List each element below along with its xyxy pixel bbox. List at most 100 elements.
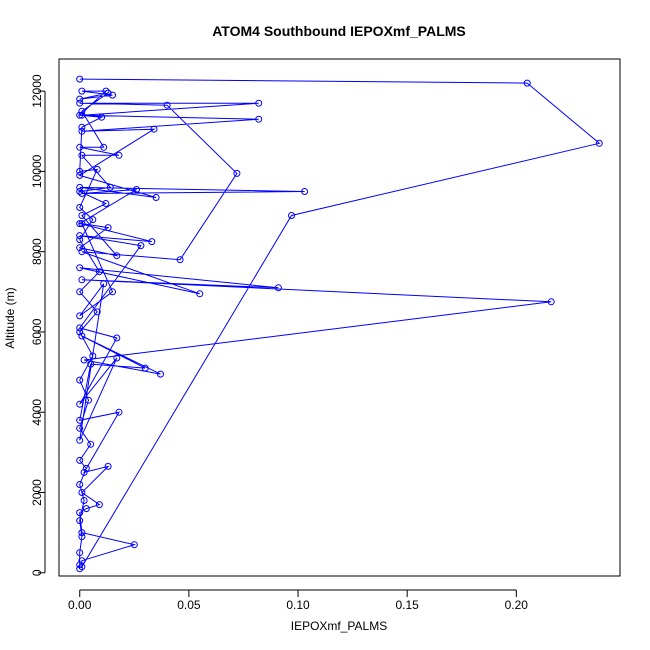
data-point <box>78 248 86 256</box>
data-point <box>76 99 84 107</box>
x-tick-label: 0.10 <box>286 598 310 612</box>
data-point <box>87 440 95 448</box>
data-point <box>93 308 101 316</box>
chart-title: ATOM4 Southbound IEPOXmf_PALMS <box>212 23 466 39</box>
data-point <box>102 200 110 207</box>
data-point <box>141 364 149 372</box>
data-point <box>76 565 84 573</box>
data-point <box>76 264 84 272</box>
data-point <box>76 244 84 252</box>
data-point <box>109 91 116 99</box>
y-tick-label: 6000 <box>30 318 44 345</box>
data-point <box>78 151 86 159</box>
data-point <box>78 557 86 565</box>
data-point <box>130 541 138 549</box>
data-point <box>100 280 108 288</box>
data-point <box>76 324 84 332</box>
data-point <box>104 224 112 232</box>
data-point <box>109 288 116 296</box>
plot-area-frame <box>58 58 621 577</box>
data-point <box>80 497 88 504</box>
data-point <box>76 376 84 384</box>
data-point <box>78 529 86 537</box>
data-point <box>115 151 123 159</box>
data-point <box>595 139 603 147</box>
data-point <box>115 408 123 416</box>
data-point <box>76 312 84 320</box>
data-point <box>106 183 114 191</box>
data-point <box>113 354 121 362</box>
data-point <box>76 509 84 517</box>
data-point <box>80 468 88 476</box>
data-point <box>76 436 84 444</box>
data-point <box>80 356 88 364</box>
y-axis: 0 2000 4000 6000 8000 10000 12000 <box>30 74 46 576</box>
x-tick-label: 0.05 <box>177 598 201 612</box>
data-point <box>78 123 86 131</box>
data-point <box>78 111 86 119</box>
data-point <box>255 99 263 107</box>
data-point <box>176 256 184 264</box>
data-point <box>133 186 140 193</box>
data-point <box>78 190 86 197</box>
y-tick-label: 12000 <box>30 74 44 108</box>
data-point <box>76 188 84 195</box>
data-point <box>76 232 84 240</box>
data-point <box>82 464 90 472</box>
data-point <box>76 75 84 83</box>
x-tick-label: 0.15 <box>395 598 419 612</box>
data-point <box>76 424 84 432</box>
data-point <box>85 396 92 404</box>
data-point <box>523 79 531 87</box>
data-point <box>78 489 86 496</box>
data-point <box>76 204 84 211</box>
data-point <box>76 95 84 103</box>
data-point <box>78 276 86 284</box>
data-point <box>89 352 97 360</box>
data-point <box>76 561 84 569</box>
data-point <box>547 298 555 306</box>
y-tick-label: 4000 <box>30 399 44 426</box>
data-point <box>76 167 84 175</box>
data-point <box>76 143 84 151</box>
data-point <box>76 288 84 296</box>
data-point <box>76 236 84 244</box>
x-tick-label: 0.00 <box>68 598 92 612</box>
data-point <box>78 212 86 219</box>
data-point <box>87 360 95 368</box>
data-point <box>78 107 86 115</box>
data-point <box>76 111 84 119</box>
data-point <box>76 517 84 525</box>
data-point <box>78 220 86 228</box>
data-point <box>113 334 121 342</box>
y-tick-label: 2000 <box>30 479 44 506</box>
data-point <box>288 212 295 219</box>
data-point <box>93 165 101 173</box>
data-point <box>137 242 145 250</box>
data-point <box>301 188 309 195</box>
data-point <box>78 332 86 340</box>
data-point <box>95 501 103 509</box>
data-point <box>78 87 86 95</box>
data-point <box>95 268 103 276</box>
data-point <box>89 216 97 224</box>
data-point <box>76 183 84 191</box>
data-point <box>78 127 86 135</box>
data-point <box>76 171 84 179</box>
data-point <box>100 143 108 151</box>
data-point <box>113 252 121 260</box>
data-point <box>163 101 171 109</box>
data-point <box>76 456 84 464</box>
data-point <box>76 416 84 424</box>
y-tick-label: 10000 <box>30 154 44 188</box>
data-point <box>150 125 158 133</box>
series-layer <box>76 75 603 573</box>
data-point <box>157 370 164 378</box>
data-point <box>82 505 90 513</box>
data-point <box>76 220 84 228</box>
data-point <box>104 462 112 470</box>
y-tick-label: 8000 <box>30 238 44 265</box>
x-axis-label: IEPOXmf_PALMS <box>291 619 387 633</box>
data-point <box>152 194 160 201</box>
data-point <box>255 115 263 123</box>
